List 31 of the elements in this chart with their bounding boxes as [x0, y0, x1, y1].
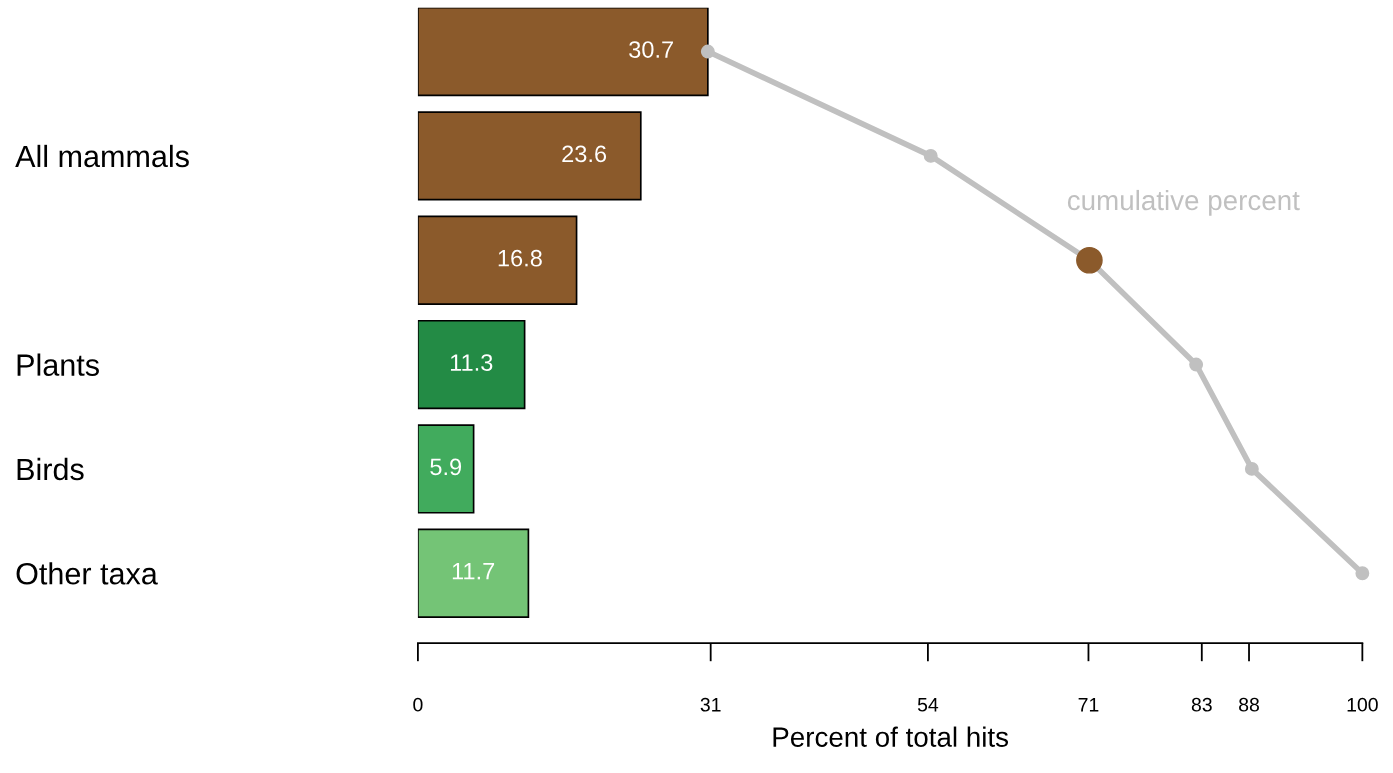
point — [923, 148, 938, 163]
point — [1076, 246, 1103, 274]
x-tick-label: 88 — [1239, 697, 1259, 712]
x-axis-title: Percent of total hits — [773, 726, 1009, 747]
bar — [417, 111, 642, 201]
data-label: 30.7 — [629, 41, 673, 58]
bar — [417, 319, 526, 410]
x-tick-label: 0 — [413, 697, 423, 712]
point — [1355, 566, 1370, 581]
y-tick-label: Birds — [17, 457, 84, 481]
data-label: 5.9 — [430, 458, 462, 476]
series-label: cumulative percent — [1067, 189, 1300, 216]
data-label: 23.6 — [562, 145, 607, 163]
bar — [417, 424, 475, 514]
bar — [417, 215, 578, 305]
point — [1189, 357, 1204, 372]
y-tick-label: Other taxa — [16, 562, 158, 585]
y-tick-label: All mammals — [15, 144, 189, 168]
data-label: 11.3 — [450, 354, 493, 371]
x-tick-label: 31 — [700, 697, 721, 712]
x-tick-label: 71 — [1078, 698, 1099, 712]
y-tick-label: Plants — [17, 353, 99, 376]
data-label: 11.7 — [452, 563, 495, 580]
x-tick-label: 100 — [1347, 697, 1378, 712]
data-label: 16.8 — [498, 249, 542, 267]
x-tick-label: 83 — [1191, 697, 1212, 712]
bar — [417, 528, 530, 618]
point — [1244, 461, 1259, 476]
point — [700, 44, 715, 59]
bar — [417, 7, 709, 97]
x-tick-label: 54 — [917, 698, 939, 712]
